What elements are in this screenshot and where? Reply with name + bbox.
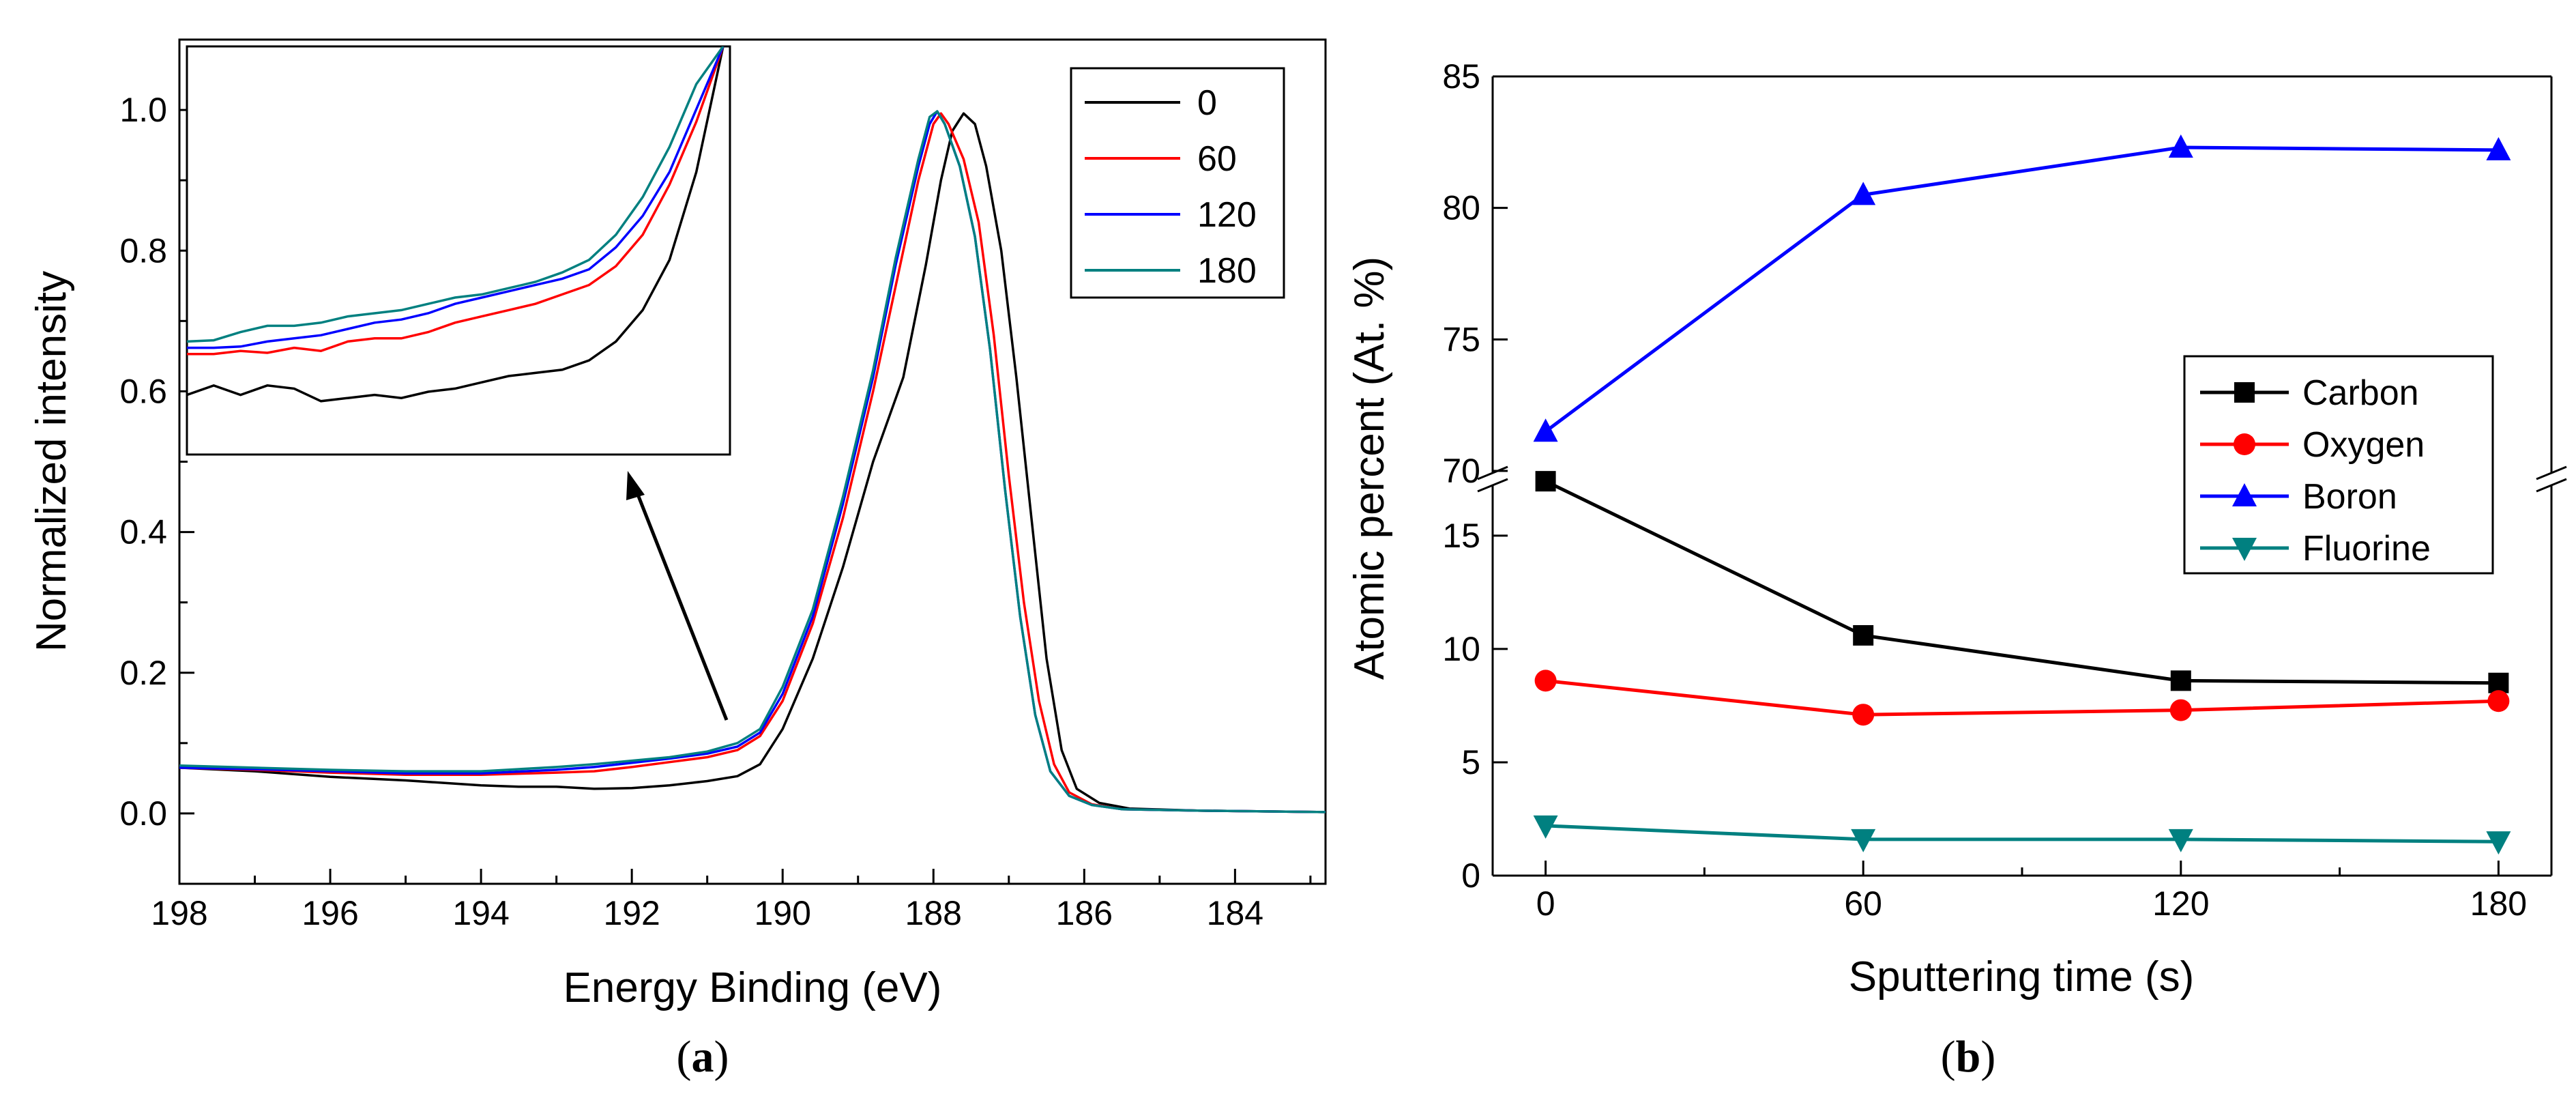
panel-a-y-tick-label: 1.0 xyxy=(119,91,167,129)
panel-b-series-oxygen xyxy=(1545,678,2499,717)
panel-a-y-tick-label: 0.0 xyxy=(119,794,167,833)
panel-b-series-carbon xyxy=(1545,479,2499,685)
panel-a-x-tick-label: 198 xyxy=(151,894,207,932)
panel-a-label: (a) xyxy=(677,1032,729,1082)
panel-b-point-carbon xyxy=(1535,471,1556,492)
panel-b-point-oxygen xyxy=(2169,699,2192,721)
inset-frame xyxy=(186,45,731,456)
panel-b-point-oxygen xyxy=(2487,690,2510,712)
panel-b-y-tick-label: 75 xyxy=(1442,320,1480,358)
panel-a-y-tick-label: 0.4 xyxy=(119,513,167,551)
panel-a-x-axis: 198 196 194 192 190 188 186 184 xyxy=(151,869,1312,932)
panel-a-x-tick-label: 186 xyxy=(1056,894,1113,932)
panel-a-y-tick-label: 0.6 xyxy=(119,372,167,410)
inset-series-180 xyxy=(187,46,724,343)
panel-b-legend-marker-boron xyxy=(2232,483,2257,506)
panel-b-legend-label: Fluorine xyxy=(2302,529,2431,568)
inset-series-60 xyxy=(187,46,724,356)
panel-b-y-tick-label: 10 xyxy=(1442,630,1480,668)
panel-b-series-group xyxy=(1533,134,2511,855)
panel-a-y-tick-label: 0.8 xyxy=(119,231,167,270)
panel-b-legend-marker-oxygen xyxy=(2234,433,2255,455)
panel-b-point-boron xyxy=(1851,182,1876,205)
panel-b-point-oxygen xyxy=(1534,670,1557,692)
panel-b-legend-marker-fluorine xyxy=(2232,538,2257,561)
panel-b-y-axis-title: Atomic percent (At. %) xyxy=(1346,257,1393,680)
panel-b-x-axis-title: Sputtering time (s) xyxy=(1849,953,2195,1001)
panel-b-y-tick-label: 70 xyxy=(1442,452,1480,490)
panel-b-x-tick-label: 60 xyxy=(1844,884,1882,923)
panel-a-y-axis-title: Normalized intensity xyxy=(28,271,75,652)
panel-a-legend-label: 0 xyxy=(1197,83,1217,123)
panel-b-y-tick-label: 85 xyxy=(1442,57,1480,96)
panel-b-legend-label: Carbon xyxy=(2302,373,2419,413)
panel-b-y-tick-label: 15 xyxy=(1442,517,1480,555)
panel-a-series-60 xyxy=(179,112,1326,814)
panel-a-legend-label: 120 xyxy=(1197,195,1257,235)
panel-a-x-tick-label: 190 xyxy=(754,894,810,932)
panel-a-chart: 198 196 194 192 190 188 186 184 0.0 0.2 0.4 0.6 0.8… xyxy=(28,38,1327,1082)
panel-b-point-fluorine xyxy=(2168,829,2193,852)
panel-a-y-tick-label: 0.2 xyxy=(119,654,167,692)
axis-break-mark xyxy=(2536,478,2567,493)
panel-a-x-axis-title: Energy Binding (eV) xyxy=(564,964,942,1011)
panel-a-x-tick-label: 194 xyxy=(452,894,509,932)
panel-b-y-tick-label: 5 xyxy=(1461,743,1480,781)
panel-a-inset xyxy=(186,45,731,456)
panel-b-x-tick-label: 180 xyxy=(2470,884,2527,923)
panel-b-legend-marker-carbon xyxy=(2234,382,2255,403)
panel-b-point-oxygen xyxy=(1852,704,1875,726)
panel-b-x-axis: 0 60 120 180 xyxy=(1536,861,2527,923)
panel-a-x-tick-label: 188 xyxy=(905,894,962,932)
panel-b-point-fluorine xyxy=(2486,831,2511,855)
panel-a-series-group xyxy=(179,110,1326,814)
panel-b-point-carbon xyxy=(2488,672,2509,693)
inset-series-group xyxy=(187,46,724,403)
axis-break-mark xyxy=(1477,465,1508,480)
panel-b-chart: 0 60 120 180 0 5 10 15 70 75 80 85 Sputtering time… xyxy=(1346,57,2567,1082)
panel-a-y-axis: 0.0 0.2 0.4 0.6 0.8 1.0 xyxy=(119,38,194,885)
panel-b-x-tick-label: 0 xyxy=(1536,884,1555,923)
inset-series-0 xyxy=(187,46,724,403)
panel-b-y-axis: 0 5 10 15 70 75 80 85 xyxy=(1442,57,1508,895)
panel-b-point-fluorine xyxy=(1851,829,1876,852)
panel-a-series-0 xyxy=(179,112,1326,814)
panel-a-legend-label: 180 xyxy=(1197,251,1257,291)
panel-b-point-carbon xyxy=(2170,670,2191,691)
axis-break-mark xyxy=(1477,478,1508,493)
panel-a-x-tick-label: 184 xyxy=(1207,894,1263,932)
axis-break-mark xyxy=(2536,465,2567,480)
panel-b-point-boron xyxy=(1533,418,1558,442)
panel-b-series-boron xyxy=(1545,145,2499,433)
panel-b-x-tick-label: 120 xyxy=(2152,884,2209,923)
panel-b-legend-label: Boron xyxy=(2302,477,2397,517)
panel-b-legend-label: Oxygen xyxy=(2302,425,2425,465)
panel-b-y-tick-label: 0 xyxy=(1461,857,1480,895)
panel-a-series-180 xyxy=(179,110,1326,814)
panel-b-legend: Carbon Oxygen Boron Fluorine xyxy=(2183,355,2494,575)
panel-b-point-boron xyxy=(2168,134,2193,158)
panel-a-x-tick-label: 196 xyxy=(302,894,358,932)
panel-a-legend-box xyxy=(1070,67,1285,299)
panel-b-point-fluorine xyxy=(1533,815,1558,839)
panel-b-label: (b) xyxy=(1941,1032,1996,1082)
panel-b-point-carbon xyxy=(1853,624,1874,646)
panel-b-series-fluorine xyxy=(1545,824,2499,844)
panel-a-x-tick-label: 192 xyxy=(603,894,660,932)
panel-a-legend-label: 60 xyxy=(1197,139,1237,179)
panel-a-legend: 0 60 120 180 xyxy=(1070,67,1285,299)
panel-b-point-boron xyxy=(2486,136,2511,160)
inset-series-120 xyxy=(187,46,724,349)
zoom-arrow xyxy=(626,471,729,721)
panel-b-y-tick-label: 80 xyxy=(1442,189,1480,227)
